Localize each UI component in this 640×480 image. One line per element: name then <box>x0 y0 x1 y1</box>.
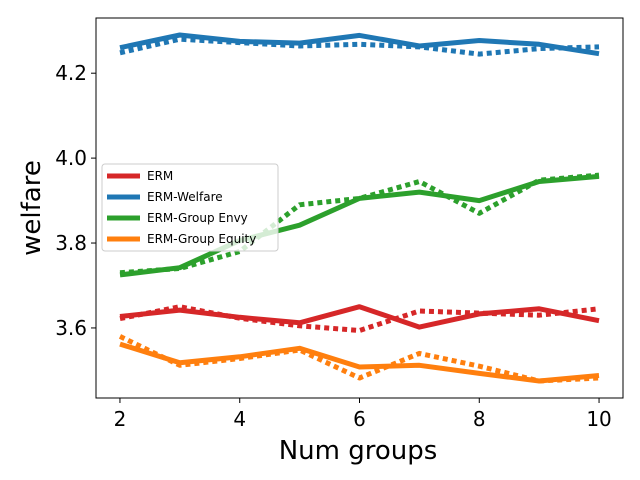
x-tick-label: 8 <box>473 407 486 431</box>
series-erm-welfare-solid-line <box>119 32 600 57</box>
legend-box <box>101 163 279 252</box>
y-axis-label: welfare <box>17 160 47 256</box>
x-tick-label: 4 <box>233 407 246 431</box>
series-erm-group-envy-solid-line <box>119 173 600 278</box>
series-erm-group-equity-dotted-line <box>118 334 600 384</box>
series-erm-solid-line <box>119 304 600 330</box>
x-axis-label: Num groups <box>279 436 438 466</box>
x-tick-label: 2 <box>114 407 127 431</box>
x-tick-label: 6 <box>353 407 366 431</box>
y-tick-label: 3.6 <box>55 316 87 340</box>
legend-label-erm-group-envy: ERM-Group Envy <box>147 211 248 225</box>
series-erm-group-equity-solid-line <box>119 341 600 384</box>
y-tick-label: 3.8 <box>55 231 87 255</box>
y-axis-ticks: 3.6 3.8 4.0 4.2 <box>55 61 96 340</box>
x-tick-label: 10 <box>586 407 611 431</box>
legend-label-erm: ERM <box>147 169 173 183</box>
legend-label-erm-welfare: ERM-Welfare <box>147 190 223 204</box>
y-tick-label: 4.2 <box>55 61 87 85</box>
legend-label-erm-group-equity: ERM-Group Equity <box>147 232 256 246</box>
series-lines <box>118 32 600 384</box>
y-tick-label: 4.0 <box>55 146 87 170</box>
legend: ERM ERM-Welfare ERM-Group Envy ERM-Group Eq… <box>101 163 279 252</box>
series-erm-group-envy-dotted-line <box>119 172 600 276</box>
x-axis-ticks: 2 4 6 8 10 <box>114 398 612 431</box>
series-erm-welfare-dotted-line <box>119 36 600 57</box>
